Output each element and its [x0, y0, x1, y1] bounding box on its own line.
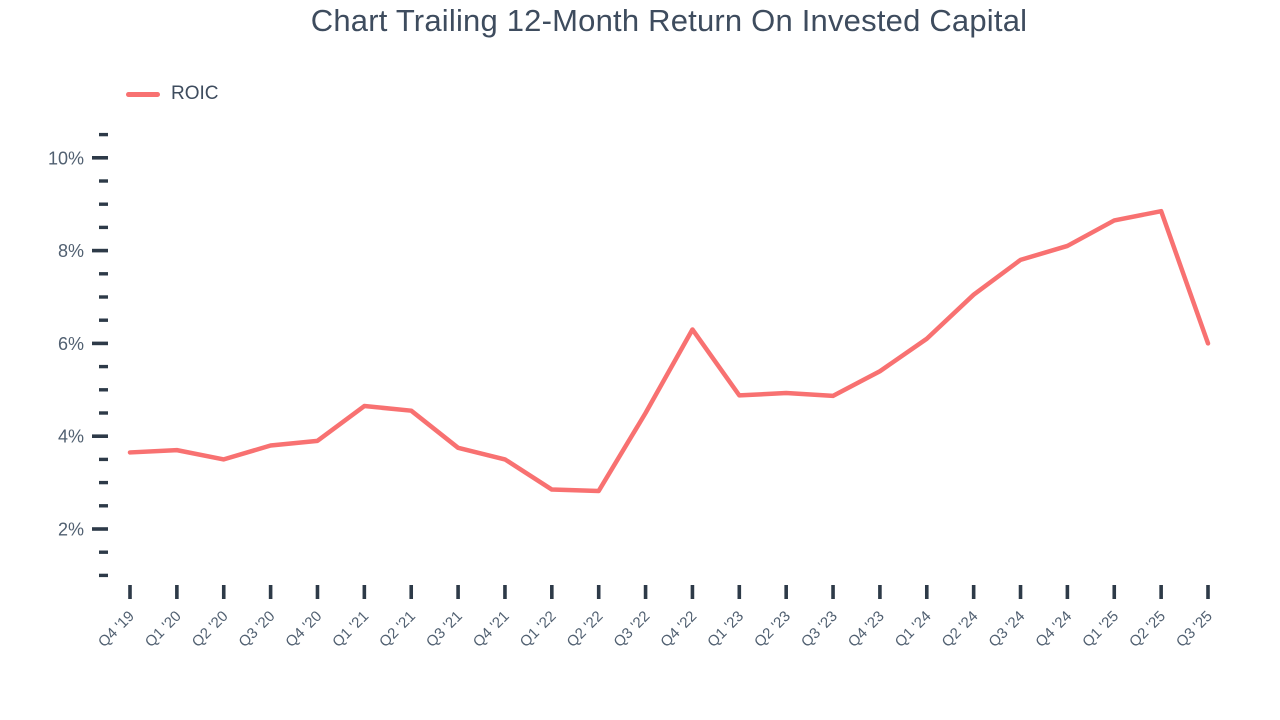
x-axis-tick-label: Q1 '20 — [142, 608, 185, 651]
legend-line-swatch — [126, 91, 160, 97]
x-axis-tick-label: Q1 '23 — [704, 608, 747, 651]
chart-title: Chart Trailing 12-Month Return On Invest… — [310, 3, 1028, 38]
x-axis-tick-label: Q4 '22 — [657, 608, 700, 651]
y-axis-tick-label: 10% — [48, 148, 84, 168]
x-axis-tick-label: Q1 '24 — [892, 608, 935, 651]
x-axis-tick-label: Q4 '20 — [282, 608, 325, 651]
x-axis-tick-label: Q3 '20 — [235, 608, 278, 651]
x-axis-tick-label: Q2 '25 — [1126, 608, 1169, 651]
x-axis-tick-label: Q1 '22 — [517, 608, 560, 651]
x-axis-tick-label: Q1 '25 — [1079, 608, 1122, 651]
x-axis-tick-label: Q2 '21 — [376, 608, 419, 651]
y-axis-tick-label: 2% — [58, 520, 84, 540]
x-axis-tick-label: Q4 '21 — [470, 608, 513, 651]
x-axis-tick-label: Q2 '20 — [189, 608, 232, 651]
y-axis-tick-label: 8% — [58, 241, 84, 261]
x-axis-tick-label: Q2 '24 — [939, 608, 982, 651]
x-axis-tick-label: Q3 '24 — [985, 608, 1028, 651]
x-axis-tick-label: Q3 '25 — [1173, 608, 1216, 651]
legend-label: ROIC — [171, 83, 219, 104]
x-axis-tick-label: Q3 '21 — [423, 608, 466, 651]
legend: ROIC — [126, 83, 219, 105]
x-axis-tick-label: Q4 '24 — [1032, 608, 1075, 651]
roic-line — [127, 208, 1211, 494]
y-axis-tick-label: 4% — [58, 427, 84, 447]
x-axis-tick-label: Q3 '22 — [610, 608, 653, 651]
x-axis-tick-label: Q3 '23 — [798, 608, 841, 651]
x-axis-tick-label: Q2 '22 — [564, 608, 607, 651]
x-axis-tick-label: Q4 '23 — [845, 608, 888, 651]
y-axis-tick-label: 6% — [58, 334, 84, 354]
x-axis-tick-label: Q1 '21 — [329, 608, 372, 651]
x-axis-tick-label: Q4 '19 — [95, 608, 138, 651]
x-axis-tick-label: Q2 '23 — [751, 608, 794, 651]
